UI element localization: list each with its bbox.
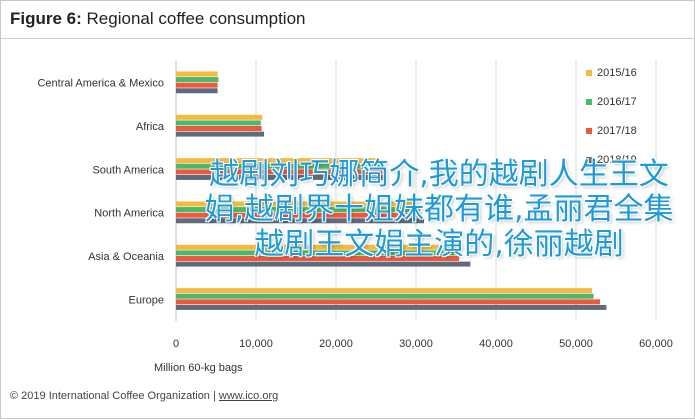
bar: [176, 158, 376, 164]
category-label: South America: [92, 164, 164, 176]
bar: [176, 250, 458, 256]
bar: [176, 261, 471, 267]
legend-swatch: [586, 99, 592, 105]
bar: [176, 174, 386, 180]
footer-link[interactable]: www.ico.org: [218, 390, 279, 402]
legend-label: 2018/19: [597, 154, 637, 166]
legend-swatch: [586, 157, 592, 163]
bar: [176, 293, 594, 299]
bar: [176, 88, 218, 94]
figure-footer: © 2019 International Coffee Organization…: [10, 390, 279, 402]
bar: [176, 201, 416, 207]
category-label: Africa: [136, 121, 165, 133]
bar: [176, 288, 592, 294]
legend-label: 2016/17: [597, 96, 637, 108]
bar: [176, 169, 383, 175]
category-label: Asia & Oceania: [88, 251, 165, 263]
watermark-overlay-text: 越剧刘巧娜简介,我的越剧人生王文娟,越剧界十姐妹都有谁,孟丽君全集越剧王文娟主演…: [204, 157, 674, 262]
legend-label: 2015/16: [597, 67, 637, 79]
legend-label: 2017/18: [597, 125, 637, 137]
x-tick-label: 60,000: [639, 338, 673, 350]
x-tick-label: 40,000: [479, 338, 513, 350]
category-label: North America: [94, 208, 165, 220]
bar: [176, 304, 607, 310]
x-tick-label: 50,000: [559, 338, 593, 350]
category-label: Europe: [129, 294, 164, 306]
bar: [176, 212, 422, 218]
title-divider: [1, 38, 694, 39]
category-label: Central America & Mexico: [37, 78, 164, 90]
x-tick-label: 0: [173, 338, 179, 350]
x-tick-label: 30,000: [399, 338, 433, 350]
x-axis-label: Million 60-kg bags: [154, 362, 243, 374]
footer-copyright: © 2019 International Coffee Organization: [10, 390, 210, 402]
legend-swatch: [586, 128, 592, 134]
bar: [176, 256, 460, 261]
x-tick-label: 20,000: [319, 338, 353, 350]
legend-swatch: [586, 70, 592, 76]
figure-title-prefix: Figure 6:: [10, 9, 82, 28]
bar: [176, 218, 424, 224]
bar: [176, 244, 456, 250]
bar: [176, 82, 218, 88]
figure-title-text: Regional coffee consumption: [86, 9, 306, 28]
bar: [176, 120, 261, 126]
bar: [176, 163, 384, 169]
bar: [176, 207, 420, 213]
figure-title: Figure 6: Regional coffee consumption: [10, 9, 305, 29]
bar: [176, 299, 600, 305]
x-tick-label: 10,000: [239, 338, 273, 350]
bar: [176, 114, 263, 120]
bar: [176, 77, 219, 83]
bar: [176, 71, 218, 77]
bar: [176, 131, 264, 137]
bar: [176, 126, 262, 131]
